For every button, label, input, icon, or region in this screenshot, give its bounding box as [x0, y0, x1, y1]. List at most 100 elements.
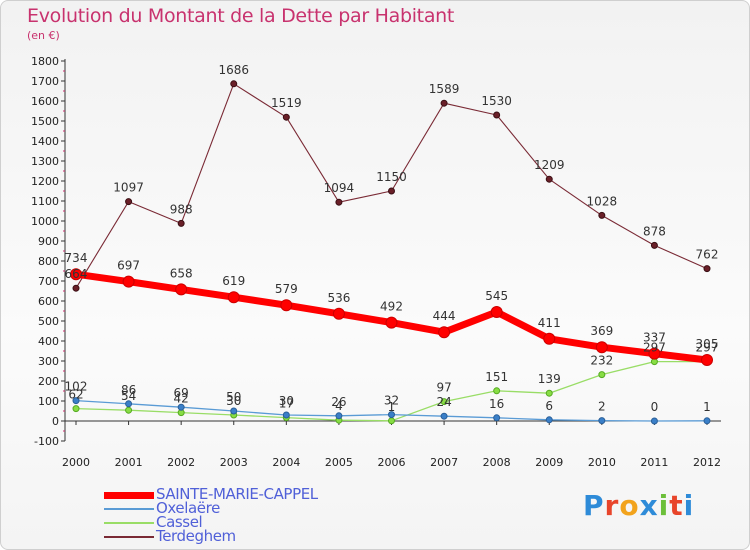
- data-label: 619: [222, 274, 245, 288]
- data-label: 1530: [481, 94, 512, 108]
- y-tick-label: 1300: [31, 155, 59, 168]
- data-label: 734: [65, 251, 88, 265]
- data-point: [388, 417, 395, 425]
- y-tick-label: 1700: [31, 75, 59, 88]
- legend-label: Terdeghem: [156, 527, 236, 545]
- legend-label: SAINTE-MARIE-CAPPEL: [156, 485, 318, 503]
- data-point: [72, 284, 80, 292]
- legend-swatch: [104, 491, 154, 499]
- data-point: [388, 411, 395, 419]
- data-point: [438, 326, 451, 339]
- data-point: [598, 371, 606, 379]
- data-point: [545, 175, 553, 183]
- data-point: [332, 307, 345, 320]
- data-label: 62: [68, 388, 83, 402]
- data-point: [335, 412, 343, 420]
- x-tick-label: 2010: [588, 456, 616, 469]
- data-point: [440, 99, 448, 107]
- data-point: [335, 198, 343, 206]
- logo-letter: i: [683, 489, 695, 522]
- data-label: 32: [384, 394, 399, 408]
- x-tick-label: 2008: [483, 456, 511, 469]
- y-tick-label: 700: [38, 275, 59, 288]
- data-label: 444: [433, 309, 456, 323]
- y-tick-label: 900: [38, 235, 59, 248]
- data-label: 411: [538, 316, 561, 330]
- logo-letter: t: [669, 489, 684, 522]
- data-label: 16: [489, 397, 504, 411]
- data-point: [230, 407, 238, 415]
- x-tick-label: 2009: [535, 456, 563, 469]
- legend-swatch: [104, 522, 154, 524]
- data-point: [122, 275, 135, 288]
- y-tick-label: 400: [38, 335, 59, 348]
- data-label: 545: [485, 289, 508, 303]
- data-label: 536: [327, 291, 350, 305]
- legend-swatch: [104, 508, 154, 510]
- x-tick-label: 2007: [430, 456, 458, 469]
- data-label: 4: [335, 399, 343, 413]
- y-tick-label: 1600: [31, 95, 59, 108]
- data-point: [703, 265, 711, 273]
- data-point: [440, 412, 448, 420]
- data-label: 1686: [218, 63, 249, 77]
- chart-unit: (en €): [27, 29, 60, 42]
- data-point: [543, 332, 556, 345]
- legend-swatch: [104, 536, 154, 538]
- data-point: [280, 299, 293, 312]
- data-label: 6: [545, 399, 553, 413]
- data-label: 697: [117, 259, 140, 273]
- y-tick-label: 200: [38, 375, 59, 388]
- data-label: 26: [331, 395, 346, 409]
- data-point: [650, 417, 658, 425]
- data-label: 988: [170, 202, 193, 216]
- x-tick-label: 2011: [640, 456, 668, 469]
- x-tick-label: 2001: [115, 456, 143, 469]
- data-label: 24: [436, 395, 451, 409]
- y-tick-label: 1800: [31, 55, 59, 68]
- data-label: 1589: [429, 82, 460, 96]
- data-label: 69: [174, 386, 189, 400]
- data-point: [648, 347, 661, 360]
- data-label: 151: [485, 370, 508, 384]
- data-label: 0: [651, 400, 659, 414]
- logo-letter: x: [639, 489, 659, 522]
- data-point: [650, 241, 658, 249]
- x-tick-label: 2012: [693, 456, 721, 469]
- data-point: [282, 411, 290, 419]
- y-tick-label: -100: [34, 435, 59, 448]
- data-label: 1094: [324, 181, 355, 195]
- data-point: [282, 113, 290, 121]
- proxiti-logo: Proxiti: [583, 489, 694, 522]
- logo-letter: P: [583, 489, 605, 522]
- data-point: [703, 417, 711, 425]
- data-point: [125, 400, 133, 408]
- data-label: 1519: [271, 96, 302, 110]
- data-point: [177, 403, 185, 411]
- y-tick-label: 500: [38, 315, 59, 328]
- data-point: [230, 80, 238, 88]
- data-point: [72, 397, 80, 405]
- x-tick-label: 2006: [378, 456, 406, 469]
- data-point: [227, 291, 240, 304]
- series-line: [75, 83, 708, 289]
- data-label: 50: [226, 390, 241, 404]
- logo-letter: i: [658, 489, 670, 522]
- data-label: 664: [65, 267, 88, 281]
- data-point: [545, 389, 553, 397]
- data-point: [440, 398, 448, 406]
- data-label: 139: [538, 372, 561, 386]
- y-tick-label: 1200: [31, 175, 59, 188]
- data-label: 337: [643, 331, 666, 345]
- data-label: 762: [696, 248, 719, 262]
- data-point: [125, 198, 133, 206]
- data-label: 102: [65, 380, 88, 394]
- data-point: [72, 405, 80, 413]
- data-point: [598, 417, 606, 425]
- y-tick-label: 1100: [31, 195, 59, 208]
- data-label: 579: [275, 282, 298, 296]
- chart-title: Evolution du Montant de la Dette par Hab…: [27, 5, 455, 27]
- data-point: [125, 406, 133, 414]
- data-label: 232: [590, 354, 613, 368]
